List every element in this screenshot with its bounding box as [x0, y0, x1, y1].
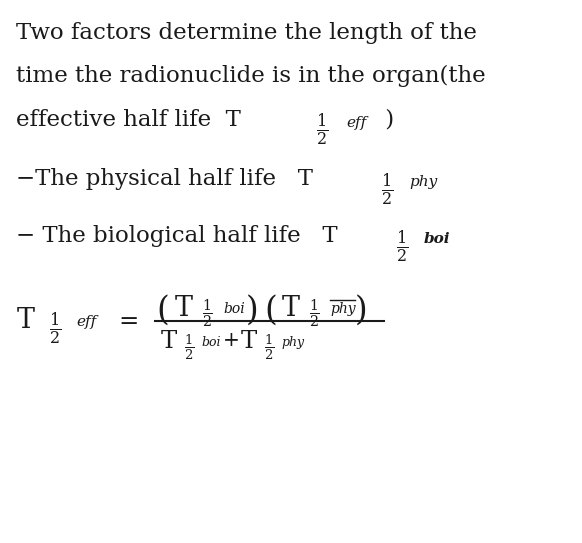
Text: phy: phy: [281, 336, 304, 349]
Text: $\mathregular{\frac{1}{2}}$: $\mathregular{\frac{1}{2}}$: [264, 332, 274, 362]
Text: =: =: [118, 310, 139, 332]
Text: ): ): [246, 294, 258, 326]
Text: +: +: [223, 331, 240, 350]
Text: ): ): [378, 109, 395, 131]
Text: −The physical half life   T: −The physical half life T: [16, 168, 314, 191]
Text: phy: phy: [330, 302, 356, 316]
Text: − The biological half life   T: − The biological half life T: [16, 225, 338, 248]
Text: $\mathregular{\frac{1}{2}}$: $\mathregular{\frac{1}{2}}$: [316, 111, 328, 148]
Text: eff: eff: [346, 116, 367, 130]
Text: boi: boi: [223, 302, 245, 316]
Text: (: (: [264, 294, 276, 326]
Text: T: T: [175, 295, 193, 323]
Text: Two factors determine the length of the: Two factors determine the length of the: [16, 22, 477, 44]
Text: $\mathregular{\frac{1}{2}}$: $\mathregular{\frac{1}{2}}$: [381, 171, 393, 207]
Text: ): ): [354, 294, 367, 326]
Text: effective half life  T: effective half life T: [16, 109, 242, 131]
Text: T: T: [241, 330, 257, 352]
Text: $\mathregular{\frac{1}{2}}$: $\mathregular{\frac{1}{2}}$: [203, 298, 214, 330]
Text: $\mathregular{\frac{1}{2}}$: $\mathregular{\frac{1}{2}}$: [309, 298, 320, 330]
Text: T: T: [282, 295, 300, 323]
Text: eff: eff: [76, 315, 96, 329]
Text: boi: boi: [424, 232, 450, 247]
Text: boi: boi: [201, 336, 221, 349]
Text: $\mathregular{\frac{1}{2}}$: $\mathregular{\frac{1}{2}}$: [396, 228, 408, 264]
Text: phy: phy: [410, 175, 438, 190]
Text: time the radionuclide is in the organ(the: time the radionuclide is in the organ(th…: [16, 65, 486, 87]
Text: $\mathregular{\frac{1}{2}}$: $\mathregular{\frac{1}{2}}$: [184, 332, 194, 362]
Text: (: (: [157, 294, 169, 326]
Text: T: T: [161, 330, 178, 352]
Text: T: T: [16, 307, 34, 334]
Text: $\mathregular{\frac{1}{2}}$: $\mathregular{\frac{1}{2}}$: [49, 311, 62, 347]
